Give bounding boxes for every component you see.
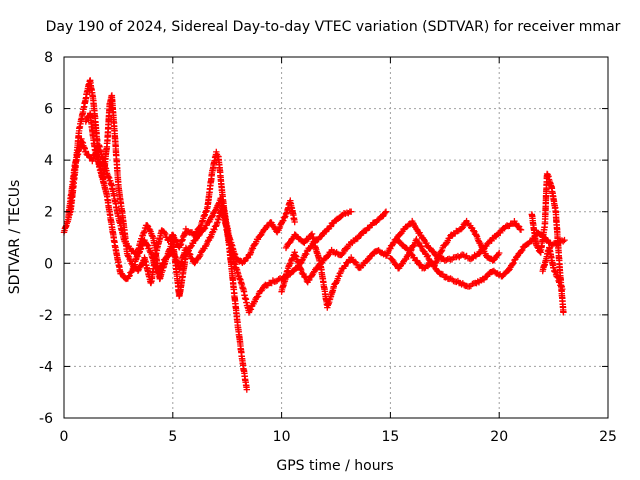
- data-point: [496, 249, 503, 257]
- data-point: [420, 236, 428, 243]
- x-tick-label: 0: [60, 429, 69, 445]
- x-axis-label: GPS time / hours: [276, 458, 393, 474]
- y-tick-label: 2: [44, 205, 53, 221]
- data-point: [431, 262, 438, 269]
- data-point: [126, 272, 133, 279]
- y-tick-label: 0: [44, 256, 53, 272]
- data-point: [470, 227, 477, 234]
- data-point: [517, 226, 525, 233]
- data-point: [310, 269, 317, 276]
- x-tick-label: 15: [381, 429, 399, 445]
- data-point: [195, 232, 202, 240]
- data-point: [247, 306, 255, 313]
- data-point: [207, 234, 214, 242]
- data-point: [313, 265, 321, 272]
- data-point: [192, 236, 199, 243]
- y-tick-label: -2: [39, 308, 53, 324]
- data-point: [182, 253, 190, 260]
- series-track-4: [278, 208, 390, 295]
- data-layer: [60, 77, 568, 393]
- data-point: [418, 243, 425, 251]
- axis-ticks: 0 5 10 15 20 25 -6 -4 -2 0 2 4 6 8: [39, 50, 617, 445]
- data-point: [410, 242, 417, 250]
- data-point: [559, 285, 566, 293]
- data-point: [161, 229, 168, 236]
- data-point: [302, 274, 309, 281]
- data-point: [457, 252, 464, 259]
- data-point: [281, 214, 288, 221]
- series-track-9: [539, 244, 566, 293]
- plot-frame: [63, 56, 609, 419]
- data-point: [348, 208, 355, 215]
- data-point: [560, 238, 567, 245]
- x-tick-label: 5: [168, 429, 177, 445]
- data-point: [211, 226, 218, 233]
- data-point: [389, 256, 396, 263]
- data-point: [536, 248, 543, 255]
- data-point: [458, 225, 466, 232]
- data-point: [416, 261, 424, 268]
- x-tick-label: 20: [490, 429, 508, 445]
- data-point: [408, 251, 415, 258]
- data-point: [510, 259, 517, 267]
- data-point: [519, 246, 526, 254]
- data-point: [382, 208, 390, 215]
- data-point: [339, 250, 346, 258]
- data-point: [518, 247, 525, 254]
- x-tick-label: 10: [273, 429, 291, 445]
- y-tick-label: -4: [39, 359, 53, 375]
- data-point: [303, 250, 310, 258]
- data-point: [561, 236, 568, 244]
- data-point: [144, 222, 151, 229]
- data-point: [430, 248, 437, 255]
- series-track-6: [387, 217, 503, 272]
- data-point: [243, 386, 250, 393]
- data-point: [291, 218, 298, 226]
- data-point: [327, 223, 335, 230]
- y-tick-label: -6: [39, 411, 53, 427]
- y-axis-label: SDTVAR / TECUs: [7, 180, 23, 295]
- data-point: [118, 270, 125, 277]
- data-point: [424, 252, 431, 259]
- data-point: [554, 273, 561, 280]
- data-point: [509, 260, 516, 267]
- data-point: [560, 309, 567, 316]
- y-tick-label: 4: [44, 153, 53, 169]
- data-point: [417, 243, 425, 250]
- y-tick-label: 6: [44, 102, 53, 118]
- chart-title: Day 190 of 2024, Sidereal Day-to-day VTE…: [46, 19, 621, 35]
- y-tick-label: 8: [44, 50, 53, 66]
- data-point: [298, 266, 305, 274]
- data-point: [438, 248, 445, 255]
- data-point: [212, 207, 219, 214]
- data-point: [254, 293, 262, 300]
- data-point: [143, 241, 151, 249]
- data-point: [332, 280, 339, 287]
- data-point: [162, 230, 169, 238]
- data-point: [382, 209, 389, 216]
- data-point: [413, 235, 420, 243]
- x-tick-label: 25: [599, 429, 617, 445]
- data-point: [128, 269, 135, 276]
- data-point: [125, 273, 132, 280]
- series-track-5: [282, 217, 525, 311]
- series-track-1: [60, 77, 250, 393]
- data-point: [200, 225, 208, 233]
